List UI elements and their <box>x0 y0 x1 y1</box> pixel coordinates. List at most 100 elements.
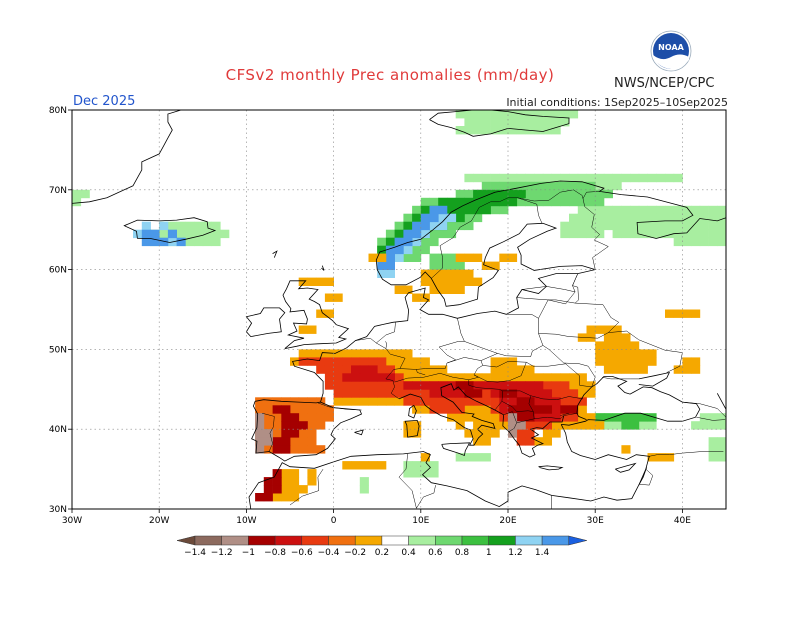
anomaly-cell-arctic-green <box>185 221 195 231</box>
anomaly-cell-central-orange <box>307 349 317 358</box>
anomaly-cell-scandinavia-green <box>420 197 430 207</box>
colorbar-label: −0.8 <box>264 548 286 558</box>
anomaly-cell-morocco <box>255 493 265 502</box>
anomaly-cell-scandinavia-dark <box>403 221 413 231</box>
anomaly-cell-turkey-green <box>621 421 631 430</box>
axis-ticks: 30W 20W 10W 0 10E 20E 30E 40E 30N 40N 50N 60N 70N 80N <box>49 106 691 526</box>
anomaly-cell-scandinavia-green <box>447 253 457 262</box>
anomaly-cell-arctic-green <box>464 126 474 135</box>
colorbar-box <box>274 535 303 546</box>
colorbar-box <box>461 535 489 546</box>
lat-tick-label: 60N <box>49 266 67 276</box>
anomaly-cell-france <box>577 397 587 406</box>
anomaly-cell-central-orange <box>438 365 448 374</box>
anomaly-cell-ukraine-orange <box>403 285 413 294</box>
anomaly-cell-france <box>560 413 570 422</box>
anomaly-cell-scandinavia-dark <box>455 205 465 215</box>
colorbar-box <box>515 535 543 546</box>
anomaly-cell-scandinavia-dark <box>490 189 500 199</box>
anomaly-cell-arctic-green <box>717 421 726 430</box>
anomaly-cell-arctic-green <box>612 181 622 191</box>
anomaly-cell-iberia <box>307 445 317 454</box>
lat-tick-label: 40N <box>49 425 67 435</box>
lon-tick-label: 10E <box>412 516 429 526</box>
anomaly-cell-iberia <box>298 405 308 414</box>
anomaly-cell-ukraine-orange <box>612 341 622 350</box>
anomaly-cell-ukraine-orange <box>630 357 640 366</box>
anomaly-cell-arctic-green <box>656 173 666 183</box>
anomaly-cell-ukraine-orange <box>630 349 640 358</box>
anomaly-cell-central-orange <box>385 349 395 358</box>
anomaly-cell-iberia <box>307 413 317 422</box>
anomaly-cell-scandinavia-green <box>420 237 430 247</box>
anomaly-cell-arctic-green <box>569 229 579 239</box>
anomaly-cell-ukraine-orange <box>394 285 404 294</box>
anomaly-cell-norway-blue <box>394 245 404 255</box>
anomaly-cell-iberia-core <box>290 413 300 422</box>
anomaly-cell-france <box>542 381 552 390</box>
anomaly-cell-arctic-green <box>534 110 544 119</box>
anomaly-cell-ukraine-orange <box>603 333 613 342</box>
anomaly-cell-arctic-green <box>429 469 439 478</box>
anomaly-cell-france-core <box>342 373 352 382</box>
anomaly-cell-norway-blue <box>429 213 439 223</box>
anomaly-cell-france <box>385 381 395 390</box>
anomaly-cell-ukraine-orange <box>621 341 631 350</box>
anomaly-cell-turkey-green <box>595 413 605 422</box>
anomaly-cell-ukraine-orange <box>464 277 474 286</box>
colorbar: −1.4 −1.2 −1 −0.8 −0.6 −0.4 −0.2 0.2 0.4 0.6 0.8 1 1… <box>176 535 587 558</box>
anomaly-cell-iberia <box>307 429 317 438</box>
anomaly-cell-arctic-green <box>717 229 726 239</box>
anomaly-cell-france <box>394 373 404 382</box>
anomaly-cell-iberia-core <box>272 445 282 454</box>
anomaly-cell-ukraine-orange <box>455 269 465 278</box>
anomaly-cell-france-core <box>534 397 544 406</box>
anomaly-cell-ukraine-orange <box>473 253 483 262</box>
anomaly-cell-france <box>560 389 570 398</box>
anomaly-cell-iberia <box>298 437 308 446</box>
anomaly-cell-iberia-core <box>290 429 300 438</box>
anomaly-cell-central-orange <box>455 373 465 382</box>
anomaly-cell-france <box>368 381 378 390</box>
country-border <box>317 402 362 411</box>
anomaly-cell-balkans-core <box>525 397 535 406</box>
anomaly-cell-scandinavia-green <box>560 189 570 199</box>
anomaly-cell-arctic-green <box>516 126 526 135</box>
anomaly-cell-ukraine-orange <box>603 341 613 350</box>
anomaly-cell-scandinavia-dark <box>481 189 491 199</box>
anomaly-cell-central-orange <box>586 389 596 398</box>
anomaly-cell-arctic-green <box>630 213 640 223</box>
anomaly-cell-scandinavia-green <box>412 245 422 255</box>
anomaly-cell-iberia-core <box>281 421 291 430</box>
anomaly-cell-arctic-green <box>612 421 622 430</box>
anomaly-cell-france-core <box>516 389 526 398</box>
anomaly-cell-arctic-green <box>691 205 701 215</box>
anomaly-cell-arctic-green <box>481 173 491 183</box>
anomaly-cell-iberia <box>298 397 308 406</box>
anomaly-cell-arctic-green <box>473 173 483 183</box>
forecast-month: Dec 2025 <box>73 94 136 109</box>
anomaly-cell-central-orange <box>324 349 334 358</box>
anomaly-cell-central-orange <box>464 413 474 422</box>
country-border <box>639 468 654 486</box>
anomaly-cell-central-orange <box>569 421 579 430</box>
anomaly-cell-central-orange <box>412 405 422 414</box>
anomaly-cell-france <box>525 437 535 446</box>
anomaly-cell-scandinavia-green <box>412 205 422 215</box>
country-border <box>530 395 584 400</box>
anomaly-cell-scandinavia-dark <box>438 197 448 207</box>
anomaly-cell-iberia <box>263 445 273 454</box>
anomaly-cell-france <box>324 365 334 374</box>
colorbar-box <box>408 535 436 546</box>
anomaly-cell-arctic-green <box>577 221 587 231</box>
colorbar-label: 1.4 <box>535 548 550 558</box>
anomaly-cell-morocco-orange <box>298 485 308 494</box>
country-border <box>398 453 417 509</box>
anomaly-cell-scandinavia-green <box>455 221 465 231</box>
anomaly-cell-central-orange <box>412 421 422 430</box>
anomaly-cell-arctic-green <box>542 110 552 119</box>
anomaly-cell-iberia <box>263 405 273 414</box>
anomaly-cell-norway-lightblue <box>447 213 457 223</box>
anomaly-cell-scandinavia-dark <box>420 205 430 215</box>
anomaly-cell-arctic-green <box>473 126 483 135</box>
